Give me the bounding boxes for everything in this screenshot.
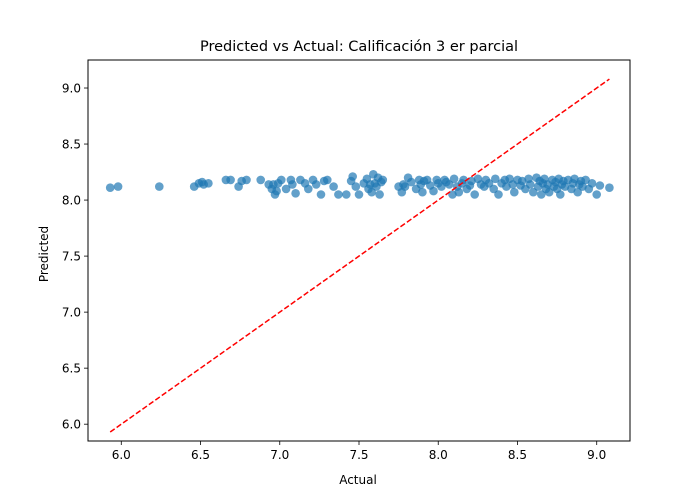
data-point-25 (291, 189, 300, 198)
data-point-118 (556, 190, 565, 199)
data-point-78 (459, 175, 468, 185)
data-point-36 (342, 190, 351, 199)
x-tick-label: 8.5 (508, 448, 527, 462)
data-point-52 (378, 175, 388, 185)
chart-title: Predicted vs Actual: Calificación 3 er p… (200, 39, 518, 55)
data-point-102 (525, 180, 535, 189)
data-point-74 (449, 174, 459, 184)
data-point-14 (256, 175, 266, 185)
y-tick-label: 8.0 (62, 193, 81, 207)
data-point-33 (323, 175, 332, 185)
data-point-30 (311, 180, 321, 189)
data-point-13 (242, 175, 251, 185)
data-point-133 (592, 190, 601, 199)
x-tick-label: 7.5 (349, 448, 368, 462)
plot-frame (87, 59, 631, 442)
data-point-62 (418, 187, 427, 197)
data-point-50 (375, 190, 384, 199)
data-point-19 (272, 186, 281, 196)
x-tick-label: 6.0 (112, 448, 131, 462)
data-point-89 (491, 174, 500, 184)
data-point-2 (113, 182, 123, 191)
y-tick-label: 7.0 (62, 305, 81, 319)
data-point-66 (429, 186, 438, 196)
y-tick-label: 6.5 (62, 361, 81, 375)
data-point-34 (329, 182, 338, 191)
data-point-130 (581, 175, 590, 185)
x-axis: 6.0 6.5 7.0 7.5 8.0 8.5 9.0 (112, 441, 606, 462)
y-tick-label: 6.0 (62, 417, 81, 431)
plot-area (105, 78, 614, 433)
data-point-38 (348, 172, 358, 181)
data-point-76 (454, 187, 464, 197)
data-point-135 (605, 183, 614, 192)
x-tick-label: 6.5 (191, 448, 210, 462)
data-point-21 (277, 175, 286, 185)
data-point-40 (354, 190, 364, 199)
data-point-58 (407, 177, 416, 187)
data-point-31 (316, 190, 326, 199)
data-point-134 (595, 181, 605, 190)
data-point-22 (281, 184, 291, 194)
y-tick-label: 8.5 (62, 137, 81, 151)
data-point-24 (288, 180, 297, 189)
data-point-10 (226, 175, 235, 185)
y-axis-label: Predicted (37, 226, 51, 282)
data-point-88 (489, 184, 499, 194)
data-point-56 (400, 182, 410, 191)
y-axis: 6.0 6.5 7.0 7.5 8.0 8.5 9.0 (62, 81, 88, 431)
data-point-3 (155, 182, 164, 191)
y-tick-label: 9.0 (62, 81, 81, 95)
y-tick-label: 7.5 (62, 249, 81, 263)
data-point-82 (470, 190, 480, 199)
data-point-96 (510, 187, 519, 197)
data-point-1 (105, 183, 115, 192)
data-point-8 (204, 179, 213, 188)
x-tick-label: 7.0 (270, 448, 289, 462)
reference-line (109, 78, 610, 433)
x-axis-label: Actual (339, 473, 377, 487)
data-point-28 (304, 184, 313, 194)
data-point-132 (587, 179, 597, 188)
data-point-72 (445, 180, 454, 189)
data-point-39 (351, 182, 361, 191)
data-point-35 (334, 190, 343, 199)
x-tick-label: 8.0 (429, 448, 448, 462)
data-point-103 (529, 187, 538, 197)
data-point-90 (494, 190, 503, 199)
data-point-126 (573, 187, 582, 197)
x-tick-label: 9.0 (587, 448, 606, 462)
